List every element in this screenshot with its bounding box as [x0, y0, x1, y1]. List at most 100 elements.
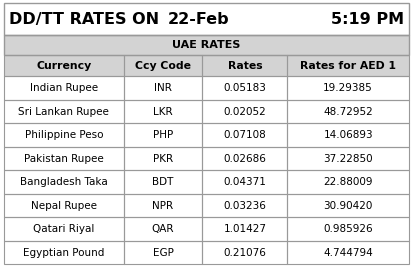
Bar	[202, 241, 287, 264]
Bar	[287, 76, 409, 100]
Bar	[287, 194, 409, 217]
Text: 0.21076: 0.21076	[223, 248, 266, 258]
Text: Bangladesh Taka: Bangladesh Taka	[20, 177, 108, 187]
Bar	[287, 241, 409, 264]
Bar	[4, 217, 123, 241]
Text: 30.90420: 30.90420	[323, 201, 373, 211]
Text: NPR: NPR	[152, 201, 173, 211]
Bar	[123, 123, 202, 147]
Bar	[123, 241, 202, 264]
Bar	[4, 170, 123, 194]
Text: 0.02052: 0.02052	[223, 107, 266, 117]
Text: 22.88009: 22.88009	[323, 177, 373, 187]
Bar	[4, 3, 409, 36]
Bar	[287, 217, 409, 241]
Bar	[202, 170, 287, 194]
Bar	[123, 100, 202, 123]
Bar	[287, 76, 409, 100]
Text: 4.744794: 4.744794	[323, 248, 373, 258]
Bar	[202, 100, 287, 123]
Text: Nepal Rupee: Nepal Rupee	[31, 201, 97, 211]
Bar	[202, 147, 287, 170]
Bar	[202, 194, 287, 217]
Text: Pakistan Rupee: Pakistan Rupee	[24, 154, 104, 164]
Bar	[4, 147, 123, 170]
Text: 48.72952: 48.72952	[323, 107, 373, 117]
Bar	[287, 241, 409, 264]
Bar	[287, 194, 409, 217]
Text: QAR: QAR	[152, 224, 174, 234]
Bar	[4, 241, 123, 264]
Bar	[202, 76, 287, 100]
Text: Indian Rupee: Indian Rupee	[30, 83, 98, 93]
Bar	[123, 55, 202, 76]
Text: Philippine Peso: Philippine Peso	[25, 130, 103, 140]
Bar	[287, 100, 409, 123]
Bar	[123, 170, 202, 194]
Bar	[4, 100, 123, 123]
Text: Currency: Currency	[36, 61, 91, 71]
Bar	[123, 147, 202, 170]
Bar	[287, 170, 409, 194]
Bar	[123, 194, 202, 217]
Bar	[4, 217, 123, 241]
Bar	[4, 35, 409, 55]
Bar	[4, 100, 123, 123]
Text: 5:19 PM: 5:19 PM	[331, 11, 404, 26]
Bar	[123, 123, 202, 147]
Bar	[287, 147, 409, 170]
Bar	[4, 194, 123, 217]
Text: 0.07108: 0.07108	[223, 130, 266, 140]
Bar	[202, 241, 287, 264]
Bar	[287, 170, 409, 194]
Bar	[4, 35, 409, 55]
Bar	[123, 241, 202, 264]
Text: Sri Lankan Rupee: Sri Lankan Rupee	[19, 107, 109, 117]
Text: 22-Feb: 22-Feb	[168, 11, 229, 26]
Bar	[123, 194, 202, 217]
Bar	[202, 123, 287, 147]
Bar	[287, 55, 409, 76]
Bar	[4, 241, 123, 264]
Bar	[123, 76, 202, 100]
Bar	[4, 3, 409, 36]
Text: 0.03236: 0.03236	[223, 201, 266, 211]
Bar	[4, 170, 123, 194]
Bar	[123, 147, 202, 170]
Bar	[4, 55, 123, 76]
Bar	[287, 123, 409, 147]
Text: Ccy Code: Ccy Code	[135, 61, 191, 71]
Bar	[123, 100, 202, 123]
Bar	[123, 170, 202, 194]
Text: 19.29385: 19.29385	[323, 83, 373, 93]
Bar	[202, 217, 287, 241]
Text: PHP: PHP	[153, 130, 173, 140]
Text: UAE RATES: UAE RATES	[172, 40, 241, 50]
Text: DD/TT RATES ON: DD/TT RATES ON	[9, 11, 159, 26]
Bar	[4, 194, 123, 217]
Bar	[4, 76, 123, 100]
Bar	[287, 100, 409, 123]
Text: LKR: LKR	[153, 107, 173, 117]
Bar	[123, 76, 202, 100]
Bar	[123, 55, 202, 76]
Text: 0.02686: 0.02686	[223, 154, 266, 164]
Bar	[123, 217, 202, 241]
Text: 1.01427: 1.01427	[223, 224, 266, 234]
Bar	[287, 55, 409, 76]
Text: 14.06893: 14.06893	[323, 130, 373, 140]
Text: 0.985926: 0.985926	[323, 224, 373, 234]
Text: 0.05183: 0.05183	[223, 83, 266, 93]
Bar	[202, 100, 287, 123]
Bar	[202, 55, 287, 76]
Text: EGP: EGP	[152, 248, 173, 258]
Bar	[202, 194, 287, 217]
Bar	[202, 217, 287, 241]
Bar	[202, 170, 287, 194]
Bar	[202, 76, 287, 100]
Bar	[287, 123, 409, 147]
Bar	[202, 147, 287, 170]
Text: INR: INR	[154, 83, 172, 93]
Bar	[4, 123, 123, 147]
Text: 0.04371: 0.04371	[223, 177, 266, 187]
